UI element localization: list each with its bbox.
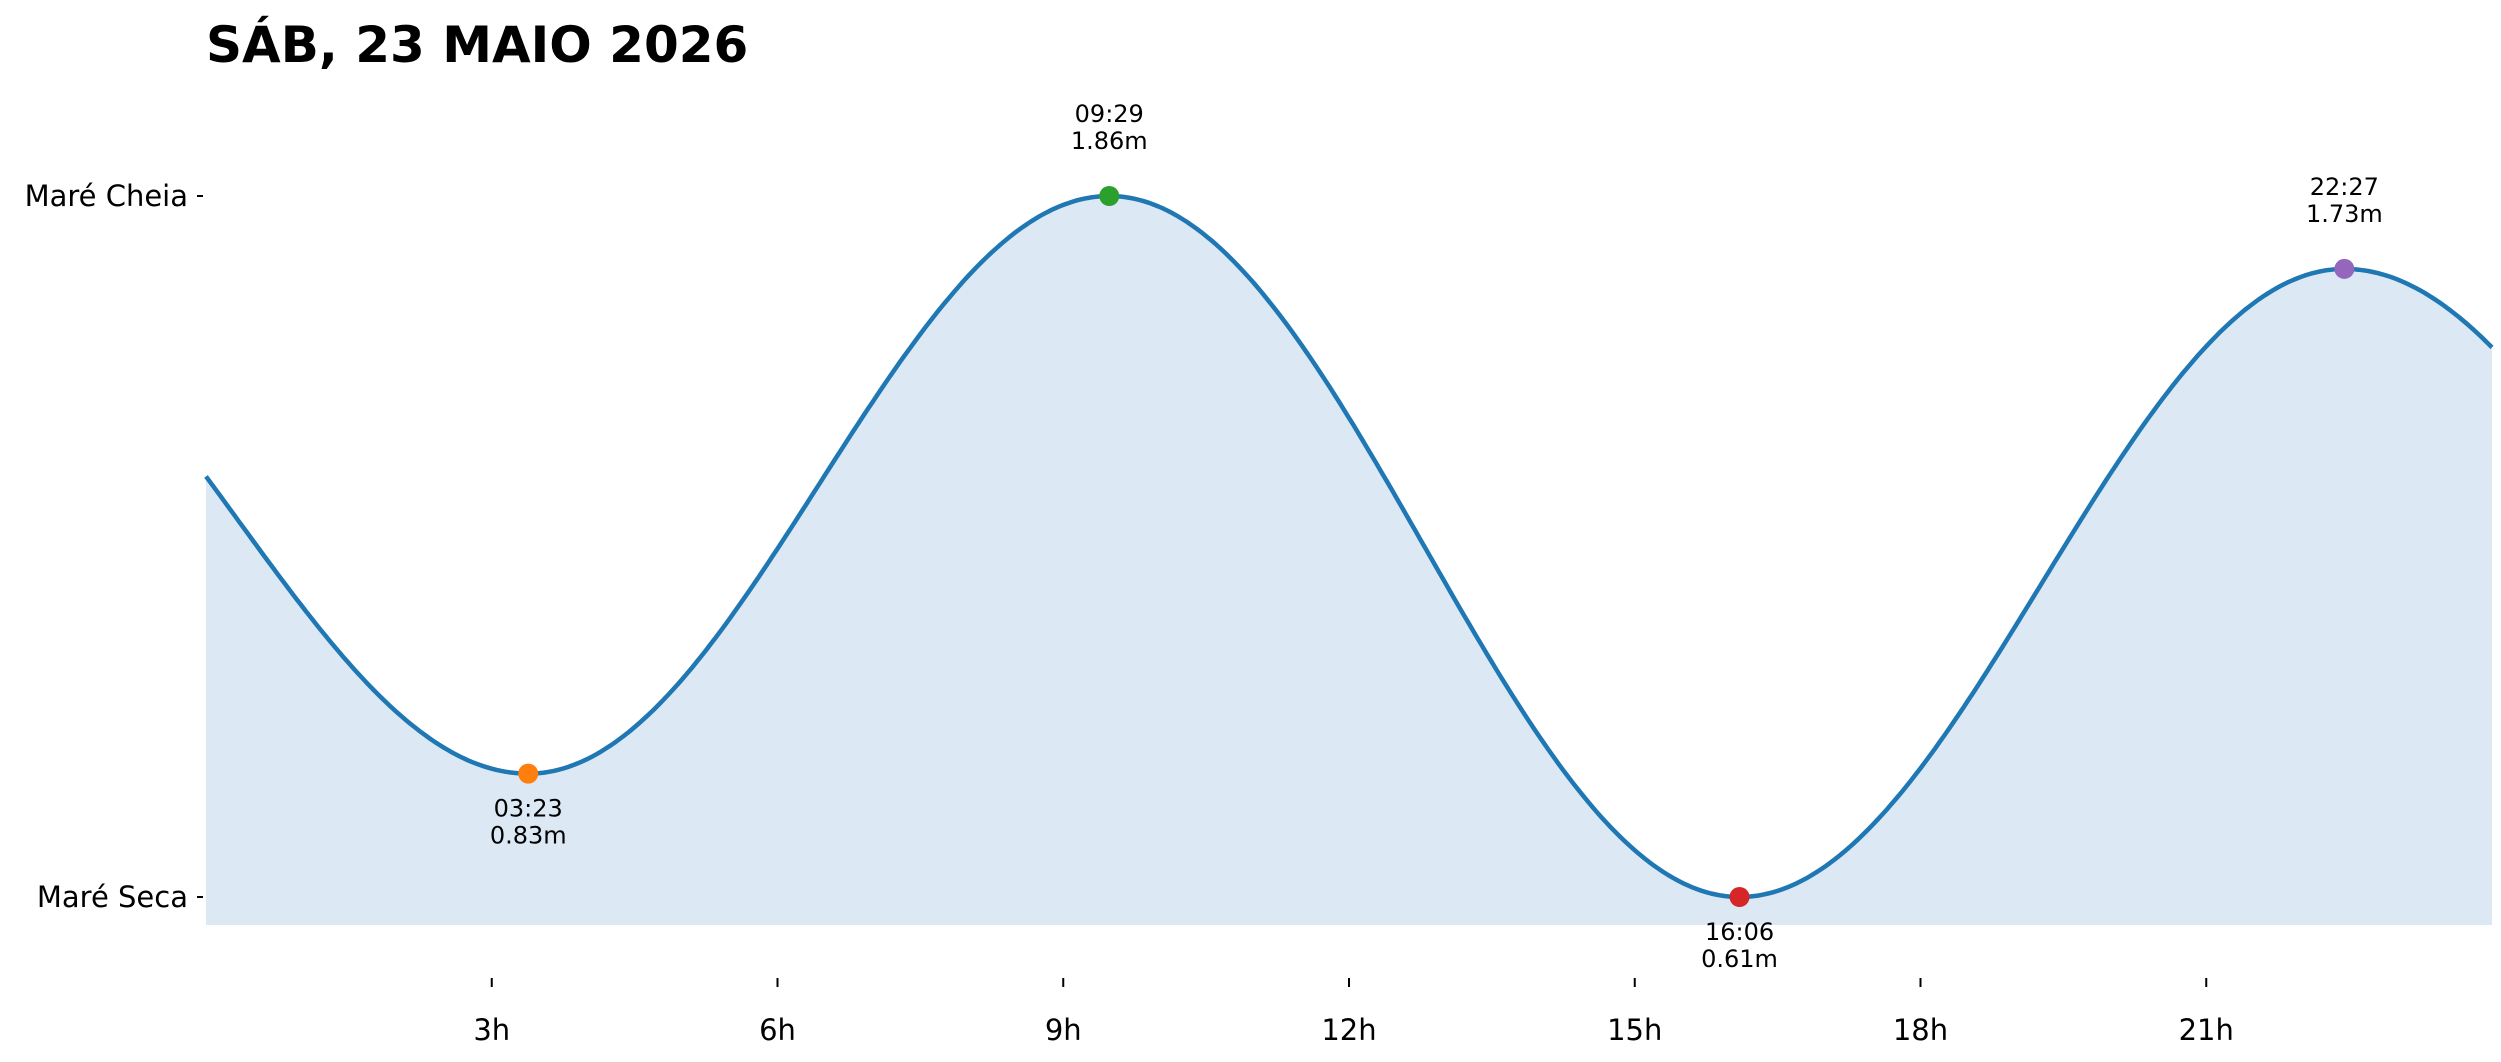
tide-extreme-marker [1729, 887, 1750, 907]
tide-extreme-marker [1099, 186, 1120, 206]
x-tick-label: 6h [759, 1013, 796, 1047]
y-tick-label: Maré Seca [37, 880, 188, 914]
tide-line [204, 193, 2494, 900]
extreme-height-label: 1.86m [1071, 127, 1148, 155]
x-tick-label: 9h [1045, 1013, 1082, 1047]
x-tick-label: 12h [1321, 1013, 1376, 1047]
extreme-time-label: 16:06 [1705, 918, 1774, 946]
extreme-time-label: 22:27 [2310, 173, 2379, 201]
tide-extreme-marker [2334, 258, 2355, 279]
extreme-height-label: 0.61m [1701, 945, 1778, 973]
x-tick-label: 18h [1893, 1013, 1948, 1047]
chart-title: SÁB, 23 MAIO 2026 [206, 15, 748, 74]
tide-extreme-marker [518, 763, 539, 784]
y-tick-label: Maré Cheia [25, 179, 188, 213]
x-tick-label: 21h [2179, 1013, 2234, 1047]
x-tick-label: 15h [1607, 1013, 1662, 1047]
extreme-height-label: 1.73m [2306, 200, 2383, 228]
plot-area: Maré Cheia Maré Seca 3h 6h 9h 12h 15h 18h 21h 03:… [25, 100, 2494, 1047]
x-tick-label: 3h [473, 1013, 510, 1047]
extreme-time-label: 09:29 [1075, 100, 1144, 128]
tide-area-fill [206, 196, 2492, 925]
extreme-time-label: 03:23 [494, 795, 563, 823]
extreme-height-label: 0.83m [490, 822, 567, 850]
